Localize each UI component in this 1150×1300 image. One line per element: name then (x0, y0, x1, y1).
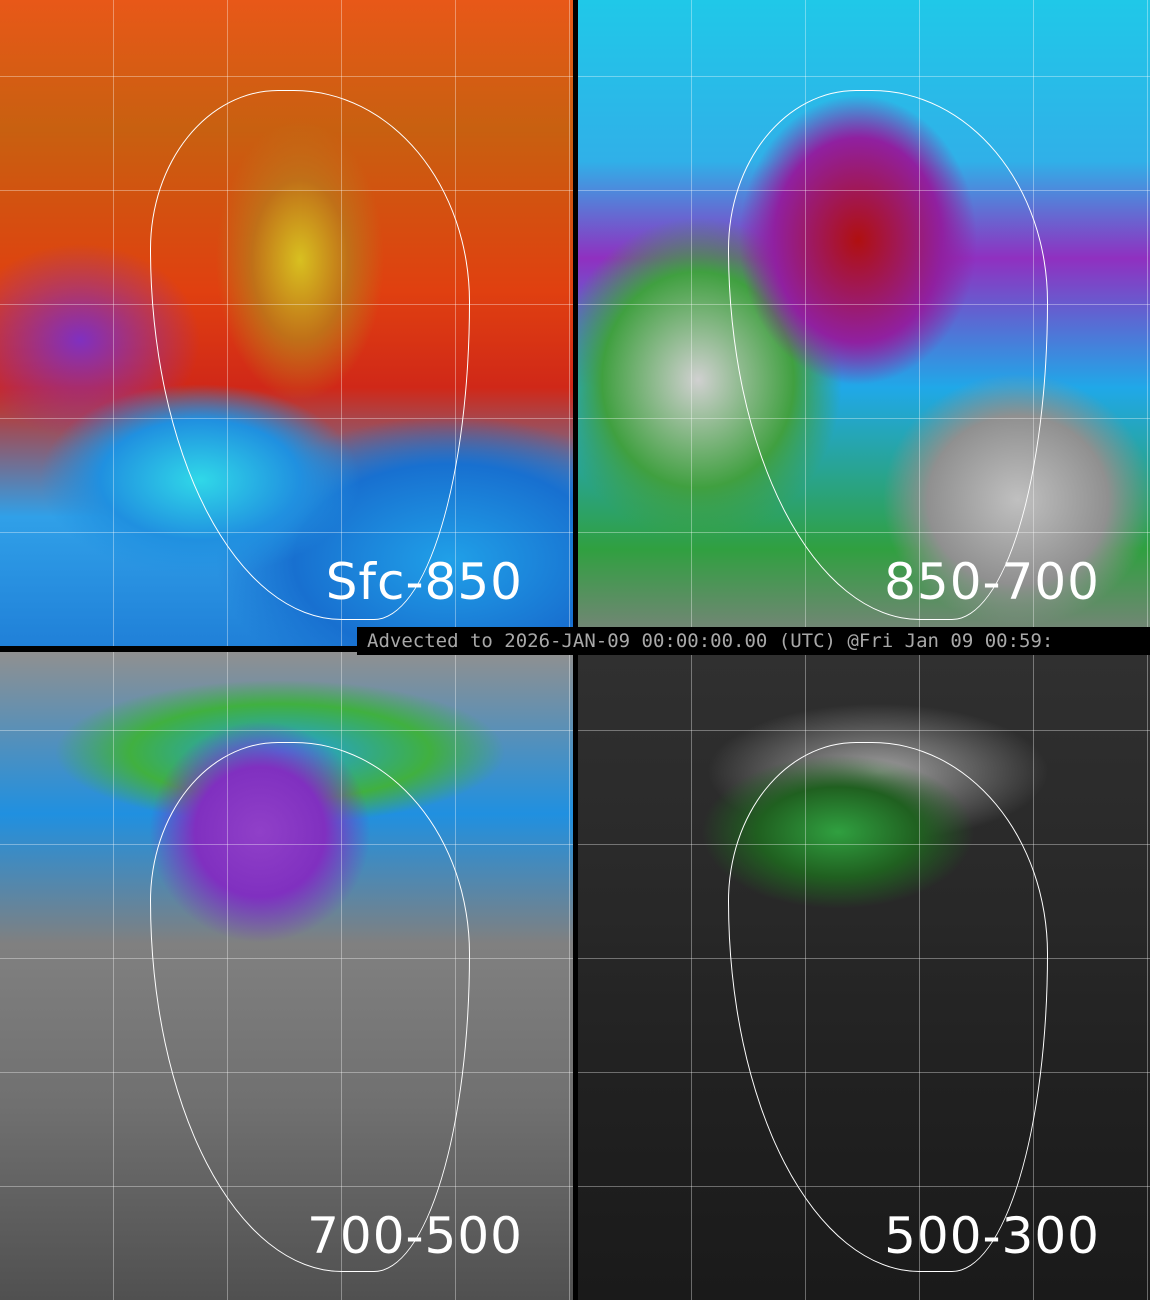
timestamp-banner: Advected to 2026-JAN-09 00:00:00.00 (UTC… (357, 627, 1150, 655)
panel-700-500: 700-500 (0, 652, 573, 1300)
panel-850-700: 850-700 (578, 0, 1150, 646)
panel-label: 850-700 (884, 553, 1100, 611)
panel-label: 500-300 (884, 1207, 1100, 1265)
panel-500-300: 500-300 (578, 652, 1150, 1300)
panel-label: 700-500 (307, 1207, 523, 1265)
panel-label: Sfc-850 (325, 553, 523, 611)
panel-sfc-850: Sfc-850 (0, 0, 573, 646)
